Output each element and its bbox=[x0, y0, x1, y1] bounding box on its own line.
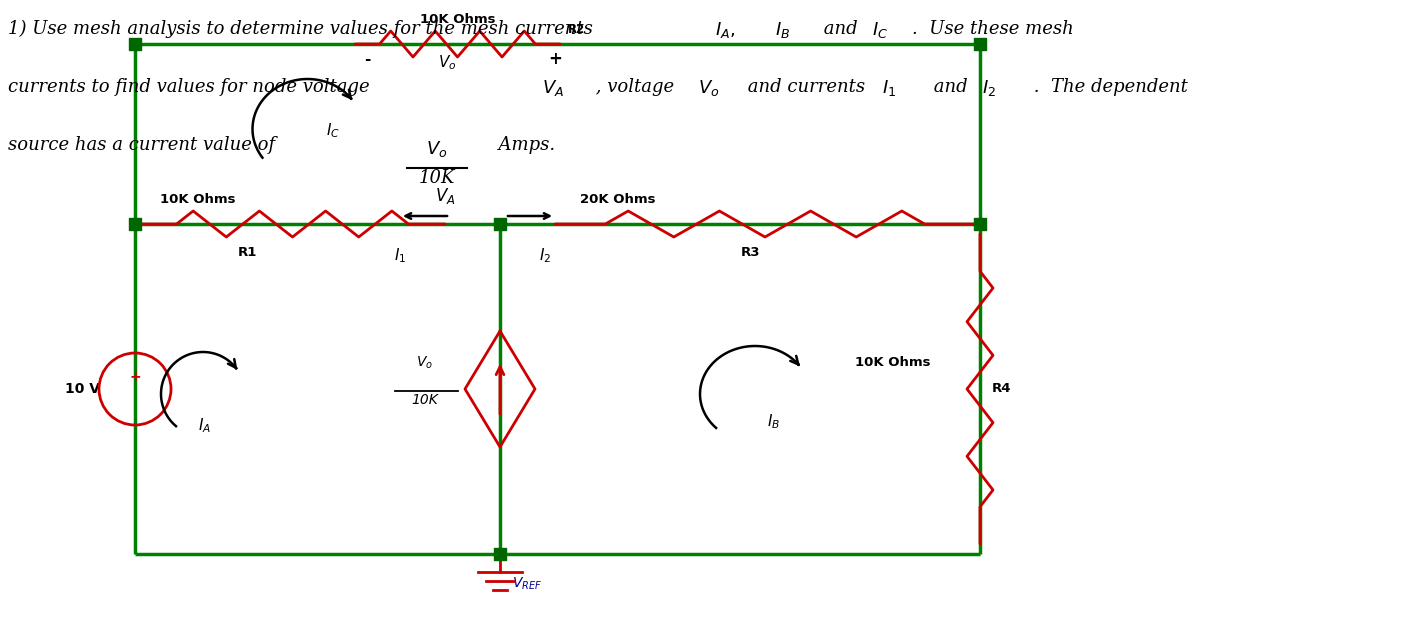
Text: -: - bbox=[363, 52, 370, 67]
Text: $I_C$: $I_C$ bbox=[325, 121, 339, 140]
Point bbox=[124, 39, 146, 49]
Text: $V_A$: $V_A$ bbox=[435, 186, 455, 206]
Text: 20K Ohms: 20K Ohms bbox=[580, 193, 656, 206]
Text: currents to find values for node voltage: currents to find values for node voltage bbox=[8, 78, 376, 96]
Text: $V_o$: $V_o$ bbox=[438, 53, 456, 72]
Text: $V_{REF}$: $V_{REF}$ bbox=[513, 576, 542, 593]
Point bbox=[489, 549, 511, 559]
Text: +: + bbox=[548, 50, 562, 68]
Text: $V_o$: $V_o$ bbox=[417, 355, 434, 371]
Point bbox=[969, 39, 991, 49]
Text: $I_A$: $I_A$ bbox=[199, 416, 211, 435]
Point bbox=[124, 219, 146, 229]
Text: $I_1$: $I_1$ bbox=[394, 246, 406, 265]
Text: +: + bbox=[130, 370, 141, 384]
Text: 10K Ohms: 10K Ohms bbox=[855, 356, 931, 369]
Text: and: and bbox=[818, 20, 863, 38]
Text: $I_A,$: $I_A,$ bbox=[715, 20, 735, 40]
Text: R4: R4 bbox=[993, 382, 1011, 396]
Text: $I_C$: $I_C$ bbox=[872, 20, 888, 40]
Text: $I_B$: $I_B$ bbox=[774, 20, 790, 40]
Text: and currents: and currents bbox=[742, 78, 872, 96]
Text: , voltage: , voltage bbox=[590, 78, 686, 96]
Text: 10K Ohms: 10K Ohms bbox=[161, 193, 235, 206]
Text: R3: R3 bbox=[741, 246, 760, 259]
Text: 10K: 10K bbox=[418, 169, 455, 187]
Text: $I_2$: $I_2$ bbox=[539, 246, 551, 265]
Text: R1: R1 bbox=[238, 246, 258, 259]
Text: $V_o$: $V_o$ bbox=[698, 78, 719, 98]
Text: $V_o$: $V_o$ bbox=[427, 139, 448, 159]
Point bbox=[969, 219, 991, 229]
Text: 10K: 10K bbox=[411, 393, 438, 407]
Text: 10K Ohms: 10K Ohms bbox=[420, 13, 496, 26]
Text: and: and bbox=[928, 78, 973, 96]
Text: 10 V: 10 V bbox=[65, 382, 100, 396]
Text: .  Use these mesh: . Use these mesh bbox=[912, 20, 1074, 38]
Text: R2: R2 bbox=[567, 23, 586, 36]
Text: source has a current value of: source has a current value of bbox=[8, 136, 287, 154]
Text: .  The dependent: . The dependent bbox=[1028, 78, 1188, 96]
Text: $V_A$: $V_A$ bbox=[542, 78, 565, 98]
Text: $I_B$: $I_B$ bbox=[767, 412, 780, 431]
Text: Amps.: Amps. bbox=[487, 136, 555, 154]
Text: 1) Use mesh analysis to determine values for the mesh currents: 1) Use mesh analysis to determine values… bbox=[8, 20, 598, 38]
Text: $I_1$: $I_1$ bbox=[881, 78, 895, 98]
Text: $I_2$: $I_2$ bbox=[981, 78, 995, 98]
Point bbox=[489, 219, 511, 229]
